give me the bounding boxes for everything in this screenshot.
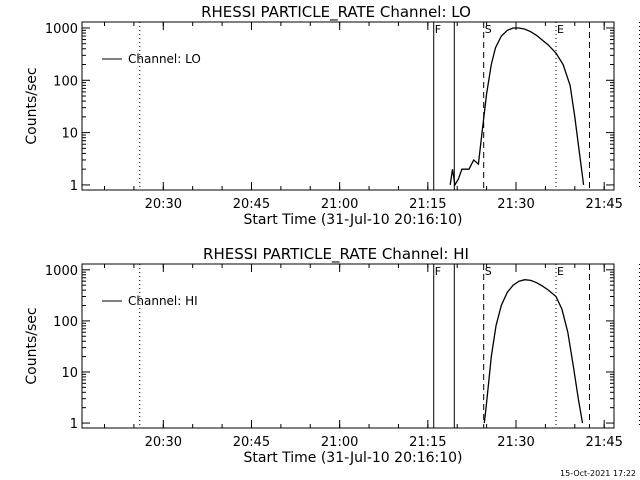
y-tick-label: 1 <box>70 179 78 194</box>
x-tick-label: 21:00 <box>321 435 358 450</box>
legend-label: Channel: HI <box>128 294 198 308</box>
chart-title: RHESSI PARTICLE_RATE Channel: HI <box>203 245 469 264</box>
series-line <box>483 279 584 424</box>
marker-label: F <box>435 23 441 36</box>
y-tick-label: 10 <box>61 127 78 142</box>
x-tick-label: 21:30 <box>497 197 534 212</box>
y-tick-label: 10 <box>61 366 78 381</box>
plot-1 <box>81 21 640 191</box>
x-tick-label: 21:15 <box>409 197 446 212</box>
x-tick-label: 20:45 <box>233 435 270 450</box>
x-tick-label: 21:00 <box>321 197 358 212</box>
chart-title: RHESSI PARTICLE_RATE Channel: LO <box>201 3 471 22</box>
plot-2 <box>81 263 640 429</box>
y-tick-label: 1 <box>70 417 78 432</box>
marker-label: F <box>435 265 441 278</box>
marker-label: S <box>485 23 492 36</box>
x-tick-label: 21:45 <box>585 197 622 212</box>
x-tick-label: 20:30 <box>145 197 182 212</box>
x-axis-label: Start Time (31-Jul-10 20:16:10) <box>243 450 462 466</box>
timestamp: 15-Oct-2021 17:22 <box>560 469 636 478</box>
series-line <box>449 27 585 187</box>
y-axis-label: Counts/sec <box>24 307 40 384</box>
x-tick-label: 21:15 <box>409 435 446 450</box>
x-tick-label: 21:45 <box>585 435 622 450</box>
plot-frame <box>81 21 615 191</box>
marker-label: E <box>557 265 564 278</box>
legend-label: Channel: LO <box>128 52 201 66</box>
marker-label: S <box>485 265 492 278</box>
x-tick-label: 21:30 <box>497 435 534 450</box>
x-axis-label: Start Time (31-Jul-10 20:16:10) <box>243 212 462 228</box>
y-tick-label: 1000 <box>45 22 78 37</box>
x-tick-label: 20:30 <box>145 435 182 450</box>
plot-frame <box>81 263 615 429</box>
x-tick-label: 20:45 <box>233 197 270 212</box>
y-tick-label: 1000 <box>45 264 78 279</box>
y-tick-label: 100 <box>53 315 78 330</box>
y-axis-label: Counts/sec <box>24 67 40 144</box>
marker-label: E <box>557 23 564 36</box>
y-tick-label: 100 <box>53 74 78 89</box>
